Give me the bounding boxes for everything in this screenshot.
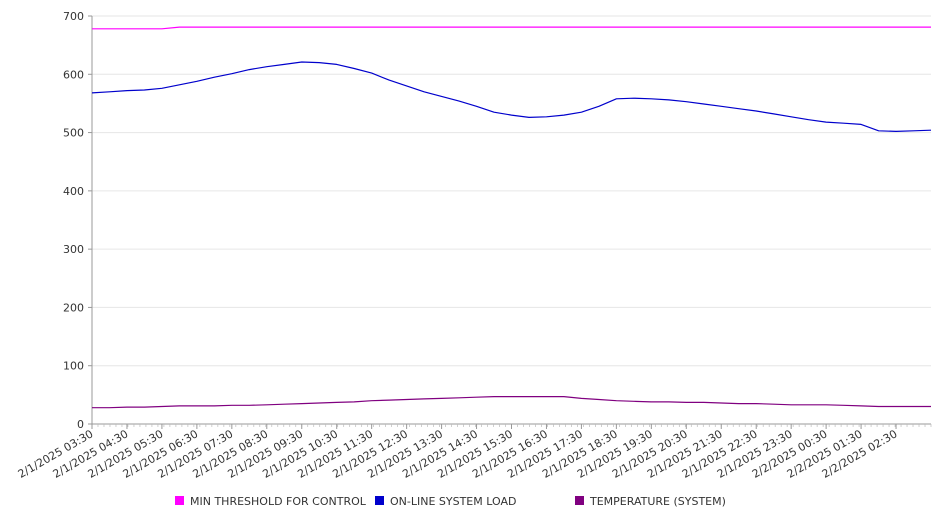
series-lines [91, 26, 932, 409]
y-tick-label: 700 [63, 10, 84, 23]
y-tick-label: 300 [63, 243, 84, 256]
y-tick-label: 600 [63, 68, 84, 81]
y-tick-label: 400 [63, 185, 84, 198]
y-tick-label: 0 [77, 418, 84, 431]
legend-swatch-1 [375, 496, 384, 505]
series-line-2 [92, 396, 931, 409]
gridlines [92, 15, 931, 367]
series-line-1 [91, 61, 932, 132]
y-tick-label: 200 [63, 301, 84, 314]
y-tick-labels: 0 100 200 300 400 500 600 700 [63, 10, 84, 431]
legend-swatch-0 [175, 496, 184, 505]
y-tick-label: 500 [63, 127, 84, 140]
legend: MIN THRESHOLD FOR CONTROL ON-LINE SYSTEM … [175, 495, 726, 508]
legend-label-2: TEMPERATURE (SYSTEM) [589, 495, 726, 508]
axes [88, 15, 932, 429]
series-line-0 [92, 26, 931, 30]
legend-label-0: MIN THRESHOLD FOR CONTROL [190, 495, 367, 508]
legend-label-1: ON-LINE SYSTEM LOAD [390, 495, 516, 508]
y-tick-label: 100 [63, 360, 84, 373]
legend-swatch-2 [575, 496, 584, 505]
x-tick-labels: 2/1/2025 03:302/1/2025 04:302/1/2025 05:… [16, 427, 900, 481]
